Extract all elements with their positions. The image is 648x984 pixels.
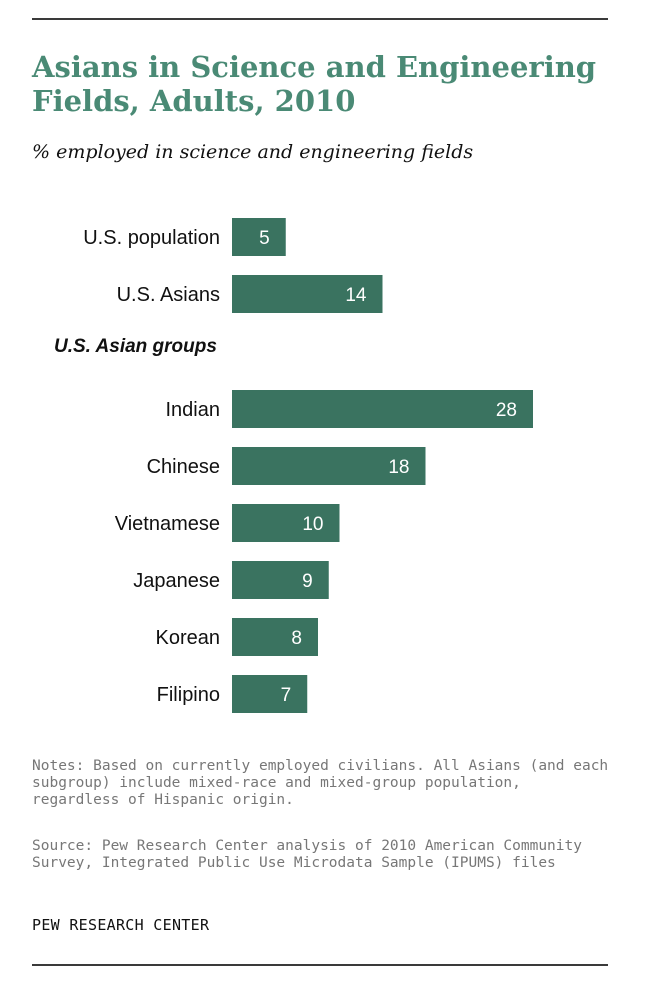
- category-label-vietnamese: Vietnamese: [115, 513, 220, 535]
- bar-korean: [232, 618, 318, 656]
- category-label-filipino: Filipino: [157, 684, 220, 706]
- bar-chinese: [232, 447, 426, 485]
- value-label-indian: 28: [496, 400, 517, 421]
- bar-indian: [232, 390, 533, 428]
- bar-japanese: [232, 561, 329, 599]
- category-label-u-s-population: U.S. population: [83, 227, 220, 249]
- value-label-korean: 8: [291, 628, 302, 649]
- bar-filipino: [232, 675, 308, 713]
- category-label-u-s-asians: U.S. Asians: [117, 284, 220, 306]
- value-label-chinese: 18: [388, 457, 409, 478]
- bar-chart: U.S. population 5 U.S. Asians 14 Indian 28 Chi…: [83, 218, 533, 713]
- value-label-japanese: 9: [302, 571, 313, 592]
- value-label-filipino: 7: [281, 685, 292, 706]
- value-label-u-s-asians: 14: [345, 285, 367, 306]
- chart-source: Source: Pew Research Center analysis of …: [32, 838, 582, 871]
- value-label-u-s-population: 5: [259, 228, 270, 249]
- category-label-chinese: Chinese: [147, 456, 220, 478]
- category-label-japanese: Japanese: [133, 570, 220, 592]
- bottom-rule: [32, 964, 608, 966]
- chart-title: Asians in Science and Engineering Fields…: [32, 50, 597, 118]
- brand-label: PEW RESEARCH CENTER: [32, 916, 210, 934]
- category-label-korean: Korean: [156, 627, 221, 649]
- chart-subtitle: % employed in science and engineering fi…: [32, 141, 474, 163]
- top-rule: [32, 18, 608, 20]
- group-heading: U.S. Asian groups: [54, 336, 217, 357]
- chart-notes: Notes: Based on currently employed civil…: [32, 758, 609, 808]
- bar-u-s-population: [232, 218, 286, 256]
- category-label-indian: Indian: [166, 399, 221, 421]
- bar-u-s-asians: [232, 275, 383, 313]
- value-label-vietnamese: 10: [302, 514, 323, 535]
- bar-vietnamese: [232, 504, 340, 542]
